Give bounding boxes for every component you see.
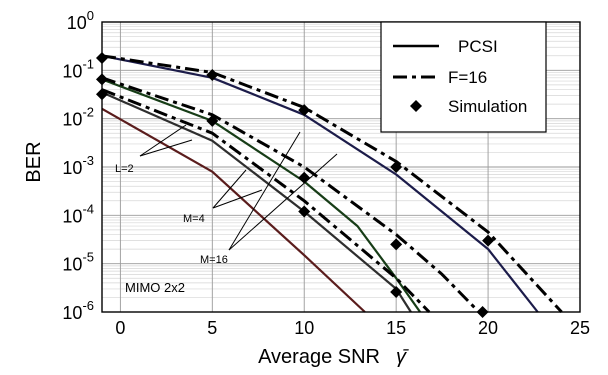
annotation-arrow-l2-b — [139, 139, 193, 157]
series-0-solid-curve — [101, 54, 539, 313]
legend-label-f16: F=16 — [448, 68, 487, 87]
annotation-arrow-m16-a — [228, 131, 301, 251]
y-tick-label: 10-6 — [62, 298, 94, 323]
curves — [101, 54, 563, 314]
x-tick-label: 0 — [115, 318, 125, 338]
annotation-arrow-m4-a — [212, 169, 247, 209]
simulation-point — [390, 285, 403, 298]
x-tick-label: 25 — [570, 318, 590, 338]
legend: PCSI F=16 Simulation — [380, 21, 547, 133]
y-tick-label: 10-5 — [62, 250, 94, 275]
series-1-dashdot-curve — [101, 54, 563, 314]
simulation-point — [206, 114, 219, 127]
x-tick-label: 20 — [478, 318, 498, 338]
annotation-arrow-m4-b — [212, 189, 263, 209]
annotation-l2: L=2 — [115, 163, 134, 175]
series-6-solid-curve — [101, 107, 366, 313]
plot-frame — [101, 21, 581, 313]
annotation-arrow-m16-b — [228, 153, 338, 251]
simulation-point — [206, 69, 219, 82]
series-5-dashdot-curve — [101, 88, 431, 314]
x-tick-label: 10 — [294, 318, 314, 338]
legend-box — [380, 21, 547, 133]
y-tick-label: 10-1 — [62, 56, 94, 81]
series-3-dashdot-curve — [101, 76, 480, 314]
simulation-point — [390, 161, 403, 173]
annotation-mimo: MIMO 2x2 — [125, 280, 185, 295]
y-tick-label: 100 — [67, 8, 94, 33]
x-tick-label: 5 — [207, 318, 217, 338]
y-tick-label: 10-3 — [62, 153, 94, 178]
x-axis-label: Average SNR — [258, 346, 380, 368]
simulation-point — [298, 205, 311, 218]
x-tick-label: 15 — [386, 318, 406, 338]
y-tick-label: 10-4 — [62, 201, 94, 226]
y-tick-label: 10-2 — [62, 105, 94, 130]
annotation-m16: M=16 — [200, 254, 228, 266]
annotations: L=2 M=4 M=16 MIMO 2x2 — [115, 124, 338, 295]
simulation-point — [482, 234, 495, 247]
annotation-m4: M=4 — [183, 213, 205, 225]
legend-diamond-simulation — [410, 100, 422, 112]
legend-label-pcsi: PCSI — [458, 37, 498, 56]
y-axis-label: BER — [23, 141, 45, 182]
tick-labels: 0 5 10 15 20 25 100 10-1 10-2 10-3 10-4 10-5 10-6 — [62, 8, 590, 338]
simulation-point — [390, 238, 403, 251]
annotation-arrow-l2-a — [139, 124, 187, 157]
simulation-point — [298, 104, 311, 117]
legend-label-simulation: Simulation — [448, 97, 527, 116]
series-2-solid-curve — [101, 78, 421, 313]
x-axis-symbol: γ̄ — [396, 346, 409, 368]
